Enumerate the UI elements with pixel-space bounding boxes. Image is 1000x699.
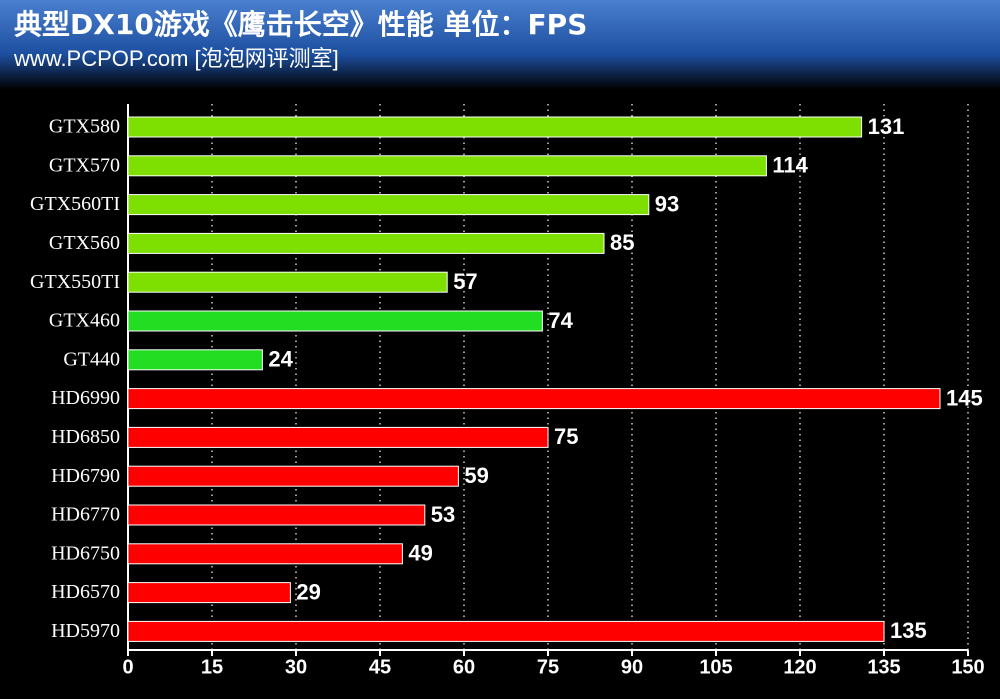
x-tick-label: 60 (453, 656, 475, 678)
bar (127, 543, 403, 565)
bar (127, 426, 549, 448)
x-tick-label: 0 (122, 656, 133, 678)
x-tick-label: 30 (285, 656, 307, 678)
bar (127, 349, 263, 371)
value-label: 29 (296, 579, 320, 604)
y-tick-label: GTX550TI (30, 271, 120, 293)
x-tick-label: 105 (699, 656, 732, 678)
x-tick-label: 15 (201, 656, 223, 678)
x-tick-label: 90 (621, 656, 643, 678)
value-label: 75 (554, 424, 578, 449)
y-tick-label: GT440 (63, 348, 120, 370)
x-tick-label: 45 (369, 656, 391, 678)
value-label: 57 (453, 269, 477, 294)
y-tick-label: HD6750 (51, 542, 120, 564)
chart-title: 典型DX10游戏《鹰击长空》性能 单位：FPS (14, 8, 587, 41)
bar (127, 388, 941, 410)
bar (127, 620, 885, 642)
x-tick-label: 135 (867, 656, 900, 678)
value-label: 85 (610, 230, 634, 255)
y-tick-label: GTX580 (49, 116, 120, 138)
value-label: 131 (868, 114, 905, 139)
x-tick-label: 120 (783, 656, 816, 678)
bar (127, 465, 459, 487)
y-tick-label: GTX570 (49, 154, 120, 176)
value-label: 24 (268, 347, 293, 372)
bar (127, 232, 605, 254)
value-label: 145 (946, 385, 983, 410)
y-tick-label: HD6570 (51, 581, 120, 603)
y-tick-label: HD6790 (51, 465, 120, 487)
bar (127, 155, 767, 177)
bar (127, 271, 448, 293)
value-label: 53 (431, 502, 455, 527)
chart-subtitle: www.PCPOP.com [泡泡网评测室] (13, 46, 339, 71)
value-label: 135 (890, 618, 927, 643)
value-label: 114 (772, 153, 808, 178)
y-tick-label: GTX460 (49, 310, 120, 332)
x-tick-label: 75 (537, 656, 559, 678)
bar (127, 582, 291, 604)
y-tick-label: HD6990 (51, 387, 120, 409)
bar (127, 504, 426, 526)
header (0, 0, 1000, 90)
value-label: 59 (464, 463, 488, 488)
y-tick-label: HD6850 (51, 426, 120, 448)
y-tick-label: HD5970 (51, 620, 120, 642)
x-tick-label: 150 (951, 656, 984, 678)
value-label: 74 (548, 308, 573, 333)
value-label: 49 (408, 541, 432, 566)
y-tick-label: HD6770 (51, 504, 120, 526)
value-label: 93 (655, 191, 679, 216)
y-tick-label: GTX560 (49, 232, 120, 254)
bar (127, 310, 543, 332)
bar (127, 194, 650, 216)
bar (127, 116, 863, 138)
y-tick-label: GTX560TI (30, 193, 120, 215)
